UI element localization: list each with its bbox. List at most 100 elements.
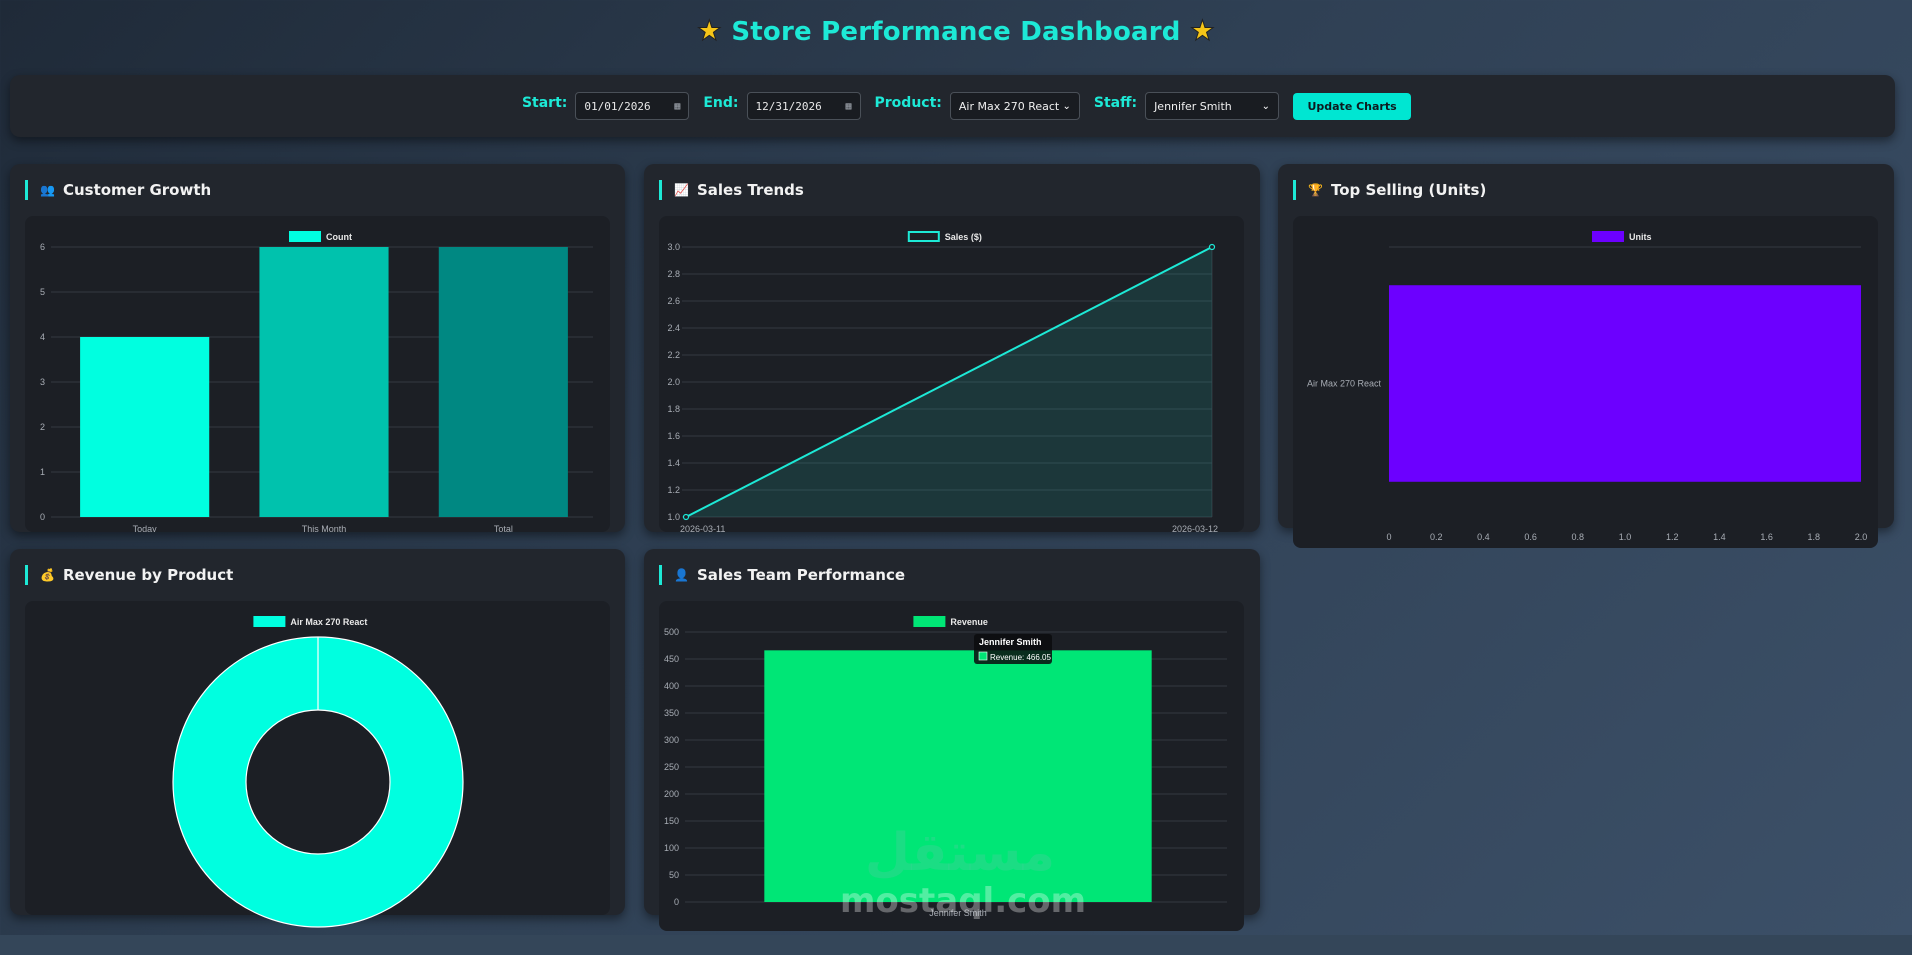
star-icon: ★ [1189, 14, 1216, 48]
update-charts-button[interactable]: Update Charts [1293, 92, 1412, 120]
y-tick-label: 1.2 [667, 485, 680, 495]
customer-growth-plot: Count 0 1 2 3 4 5 6 Today This Month Total [25, 216, 610, 534]
trophy-icon: 🏆 [1308, 183, 1323, 197]
tooltip-box [974, 634, 1052, 664]
top-selling-card: 🏆 Top Selling (Units) Units 0 0.2 0.4 0.6 0.8… [1278, 164, 1894, 548]
x-tick-label: 0.4 [1477, 532, 1490, 542]
legend-label: Sales ($) [945, 232, 982, 242]
x-tick-label: 2.0 [1855, 532, 1868, 542]
y-tick-label: 2.8 [667, 269, 680, 279]
top-selling-chart: Units 0 0.2 0.4 0.6 0.8 1.0 1.2 1.4 1.6 1.8 2.0 Air … [1307, 231, 1868, 542]
x-tick-label: 2026-03-12 [1172, 524, 1218, 532]
y-tick-label: 3 [40, 377, 45, 387]
x-tick-label: 1.2 [1666, 532, 1679, 542]
y-tick-label: 50 [669, 870, 679, 880]
filter-bar: Start: 01/01/2026 ▦ End: 12/31/2026 ▦ Pr… [10, 75, 1895, 137]
y-tick-label: 2.0 [667, 377, 680, 387]
x-tick-label: 2026-03-11 [680, 524, 725, 532]
y-tick-label: Air Max 270 React [1307, 379, 1382, 389]
y-tick-label: 1 [40, 467, 45, 477]
bar [1389, 285, 1861, 482]
tooltip-title: Jennifer Smith [979, 637, 1042, 647]
chart-up-icon: 📈 [674, 183, 689, 197]
y-tick-label: 2 [40, 422, 45, 432]
x-tick-label: 1.0 [1619, 532, 1632, 542]
sales-trends-card: 📈 Sales Trends Sales ($) 1.0 1.2 1.4 1.6 1.8 2… [644, 164, 1260, 534]
legend-label: Count [326, 232, 352, 242]
start-date-input[interactable]: 01/01/2026 ▦ [575, 92, 690, 120]
staff-select-value: Jennifer Smith [1154, 99, 1232, 113]
end-date-input[interactable]: 12/31/2026 ▦ [746, 92, 861, 120]
y-tick-label: 6 [40, 242, 45, 252]
legend-swatch [253, 616, 286, 627]
chevron-down-icon: ⌄ [1062, 100, 1071, 112]
bar [438, 247, 568, 517]
bar [259, 247, 389, 517]
bottom-strip [0, 935, 1912, 955]
legend-swatch [1592, 231, 1624, 242]
x-tick-label: 0.6 [1524, 532, 1537, 542]
y-tick-label: 250 [664, 762, 679, 772]
product-select[interactable]: Air Max 270 React ⌄ [949, 92, 1080, 120]
calendar-icon[interactable]: ▦ [674, 100, 681, 112]
product-label: Product: [874, 95, 942, 111]
y-tick-label: 500 [664, 627, 679, 637]
card-title: Customer Growth [62, 181, 212, 199]
y-tick-label: 400 [664, 681, 679, 691]
y-tick-label: 1.8 [667, 404, 680, 414]
card-header: 💰 Revenue by Product [25, 565, 233, 585]
y-tick-label: 350 [664, 708, 679, 718]
sales-trends-plot: Sales ($) 1.0 1.2 1.4 1.6 1.8 2.0 2.2 2.4 2.6 2.8 3… [659, 216, 1244, 534]
tooltip-label: Revenue: 466.05 [990, 653, 1051, 662]
customer-growth-chart: Count 0 1 2 3 4 5 6 Today This Month Total [40, 231, 593, 534]
y-tick-label: 1.4 [667, 458, 680, 468]
x-tick-label: 1.8 [1808, 532, 1821, 542]
staff-select[interactable]: Jennifer Smith ⌄ [1145, 92, 1280, 120]
data-point [1208, 243, 1216, 251]
x-tick-label: This Month [302, 524, 347, 532]
card-header: 📈 Sales Trends [659, 180, 804, 200]
legend-swatch [289, 231, 321, 242]
tooltip-swatch [978, 651, 988, 661]
y-tick-label: 150 [664, 816, 679, 826]
start-date-value: 01/01/2026 [584, 99, 651, 113]
card-title: Top Selling (Units) [1330, 181, 1487, 199]
y-tick-label: 200 [664, 789, 679, 799]
card-title: Revenue by Product [62, 566, 234, 584]
y-tick-label: 4 [40, 332, 45, 342]
y-tick-label: 1.0 [667, 512, 680, 522]
staff-label: Staff: [1093, 95, 1138, 111]
x-tick-label: Jennifer Smith [929, 908, 987, 918]
calendar-icon[interactable]: ▦ [845, 100, 852, 112]
y-tick-label: 1.6 [667, 431, 680, 441]
sales-trends-chart: Sales ($) 1.0 1.2 1.4 1.6 1.8 2.0 2.2 2.4 2.6 2.8 3… [667, 231, 1218, 534]
legend-label: Revenue [950, 617, 988, 627]
card-header: 👥 Customer Growth [25, 180, 211, 200]
y-tick-label: 5 [40, 287, 45, 297]
y-tick-label: 3.0 [667, 242, 680, 252]
x-tick-label: 0.8 [1572, 532, 1585, 542]
x-tick-label: 1.6 [1760, 532, 1773, 542]
data-point [682, 513, 690, 521]
watermark-text: mostaql.com [840, 881, 1087, 921]
x-tick-label: 1.4 [1713, 532, 1726, 542]
product-select-value: Air Max 270 React [958, 99, 1060, 113]
top-selling-plot: Units 0 0.2 0.4 0.6 0.8 1.0 1.2 1.4 1.6 1.8 2.0 Air … [1293, 216, 1878, 548]
sales-team-plot: Revenue 0 50 100 150 200 250 300 350 400 450 500 Jen… [659, 601, 1244, 931]
card-title: Sales Trends [696, 181, 804, 199]
chevron-down-icon: ⌄ [1261, 100, 1271, 112]
revenue-by-product-card: 💰 Revenue by Product Air Max 270 React [10, 549, 625, 928]
revenue-by-product-plot: Air Max 270 React [25, 601, 610, 928]
sales-team-chart: Revenue 0 50 100 150 200 250 300 350 400 450 500 Jen… [664, 616, 1227, 918]
bar [764, 650, 1152, 902]
users-icon: 👥 [40, 183, 55, 197]
end-date-value: 12/31/2026 [755, 99, 822, 113]
y-tick-label: 2.6 [667, 296, 680, 306]
watermark-arabic: مستقل [864, 823, 1056, 883]
slice-outline [245, 709, 391, 855]
y-tick-label: 450 [664, 654, 679, 664]
watermark: مستقل mostaql.com [840, 823, 1086, 921]
x-tick-label: 0 [1386, 532, 1391, 542]
card-header: 🏆 Top Selling (Units) [1293, 180, 1486, 200]
y-tick-label: 100 [664, 843, 679, 853]
